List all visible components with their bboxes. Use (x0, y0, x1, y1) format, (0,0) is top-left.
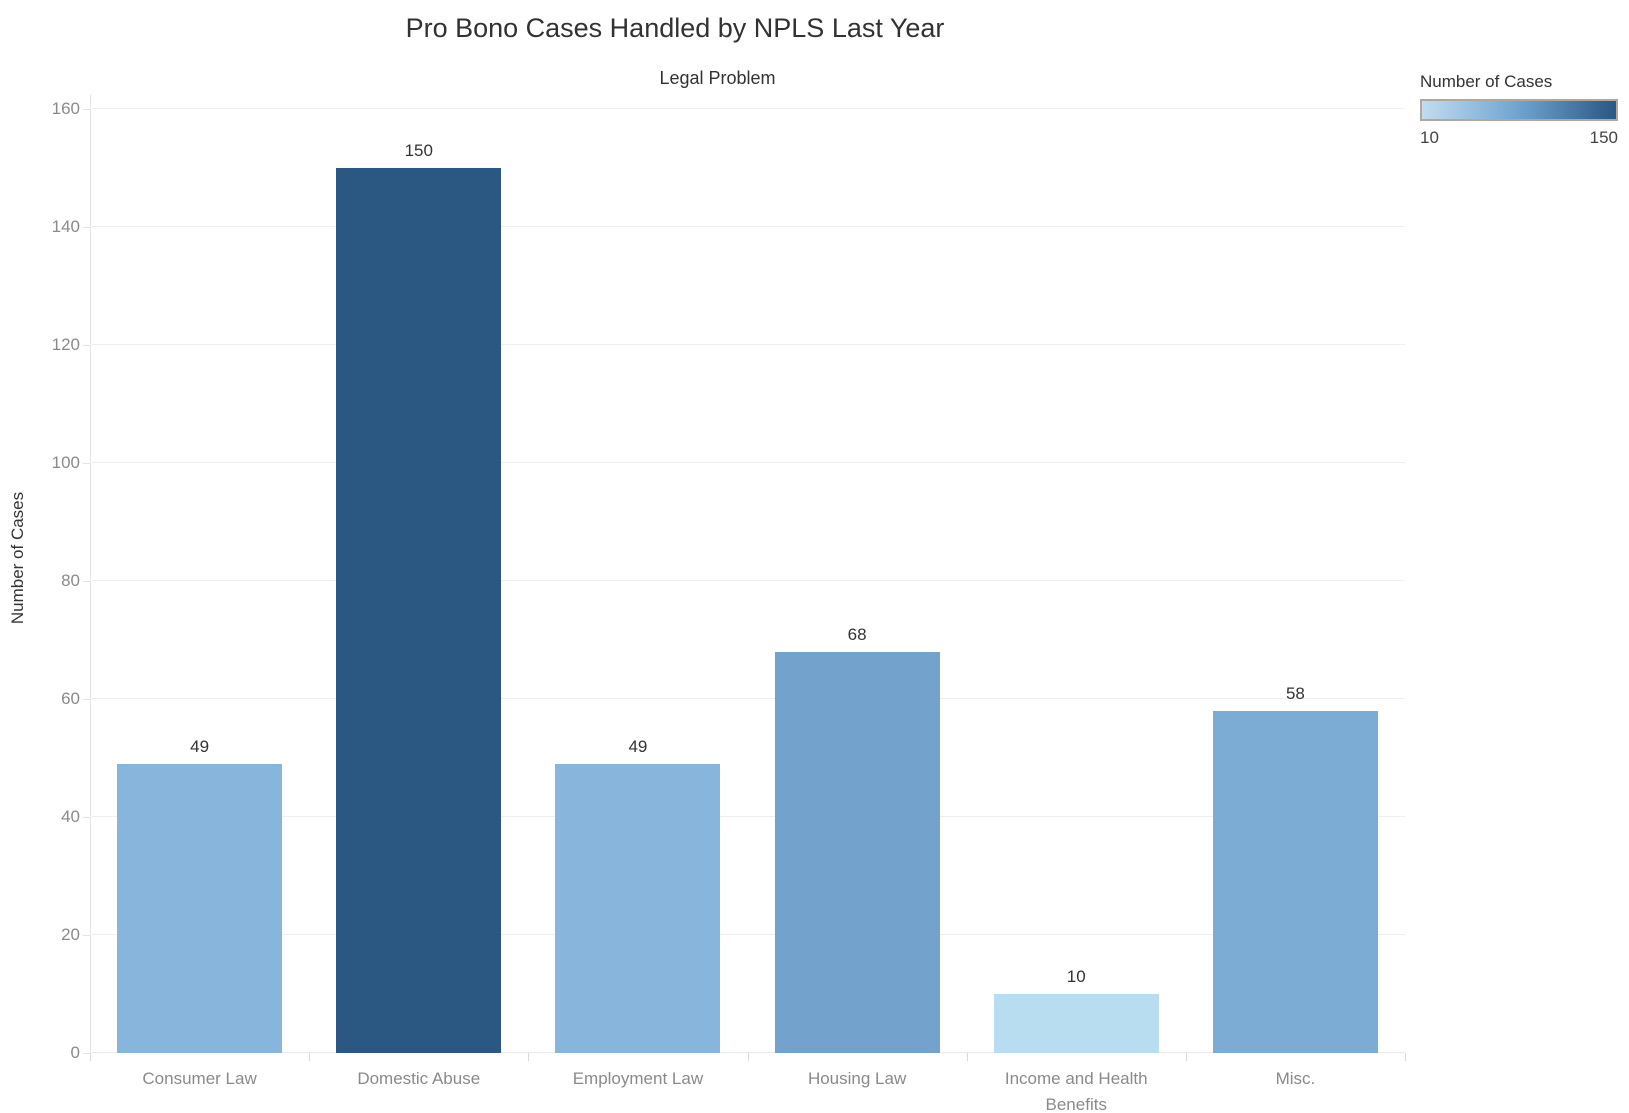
x-tick-mark (90, 1053, 91, 1061)
y-tick-mark (83, 345, 90, 346)
x-category-label: Consumer Law (142, 1069, 257, 1088)
gridline (90, 226, 1405, 227)
y-axis-title: Number of Cases (8, 491, 27, 625)
y-tick-label: 100 (51, 453, 80, 472)
legend-title: Number of Cases (1420, 72, 1553, 91)
bar-value-label: 49 (190, 736, 210, 756)
gridline (90, 934, 1405, 935)
y-tick-label: 80 (61, 571, 80, 590)
bar-domestic-abuse[interactable] (336, 168, 502, 1053)
bar-value-label: 150 (404, 141, 433, 160)
x-tick-mark (309, 1053, 311, 1061)
x-category-label: Misc. (1275, 1069, 1316, 1088)
y-tick-mark (83, 109, 90, 110)
y-tick-mark (83, 817, 90, 818)
gridline (90, 816, 1405, 817)
y-tick-mark (83, 581, 90, 582)
legend-max-label: 150 (1589, 128, 1618, 147)
gridline (90, 1052, 1405, 1053)
y-tick-mark (83, 1053, 90, 1054)
y-tick-label: 120 (51, 335, 80, 354)
y-tick-label: 0 (70, 1043, 80, 1062)
bar-value-label: 68 (847, 624, 867, 644)
color-legend: Number of Cases 10 150 (1420, 72, 1622, 148)
x-tick-mark (528, 1053, 530, 1061)
x-axis-title: Legal Problem (659, 68, 776, 88)
bar-value-label: 49 (628, 736, 648, 756)
y-tick-label: 140 (51, 217, 80, 236)
gridline (90, 580, 1405, 581)
legend-color-ramp[interactable] (1420, 99, 1618, 121)
x-category-label: Housing Law (807, 1069, 907, 1088)
legend-min-label: 10 (1420, 128, 1439, 147)
x-category-label: Domestic Abuse (357, 1069, 481, 1088)
x-tick-mark (966, 1053, 968, 1061)
x-category-label: Employment Law (572, 1069, 704, 1088)
y-axis-line (90, 95, 91, 1053)
x-tick-mark (747, 1053, 749, 1061)
y-tick-label: 40 (61, 807, 80, 826)
bar-housing-law[interactable] (774, 651, 940, 1053)
gridline (90, 344, 1405, 345)
bar-value-label: 10 (1066, 967, 1086, 986)
chart-title: Pro Bono Cases Handled by NPLS Last Year (405, 13, 945, 43)
bar-misc-[interactable] (1212, 710, 1378, 1053)
gridline (90, 698, 1405, 699)
x-tick-mark (1185, 1053, 1187, 1061)
y-tick-mark (83, 935, 90, 936)
y-tick-mark (83, 463, 90, 464)
bar-value-label: 58 (1285, 683, 1305, 703)
y-tick-mark (83, 699, 90, 700)
x-category-label: Income and Health Benefits (1004, 1069, 1148, 1113)
y-tick-label: 20 (61, 925, 80, 944)
y-tick-label: 60 (61, 689, 80, 708)
gridline (90, 462, 1405, 463)
y-tick-label: 160 (51, 99, 80, 118)
plot-area: 49 150 49 68 10 58 (90, 95, 1405, 1053)
gridline (90, 108, 1405, 109)
x-tick-mark (1405, 1053, 1406, 1061)
legend-range-labels: 10 150 (1420, 128, 1618, 148)
bar-consumer-law[interactable] (117, 763, 283, 1053)
bar-employment-law[interactable] (555, 763, 721, 1053)
y-tick-mark (83, 227, 90, 228)
bar-income-and-health-benefits[interactable] (993, 994, 1159, 1053)
